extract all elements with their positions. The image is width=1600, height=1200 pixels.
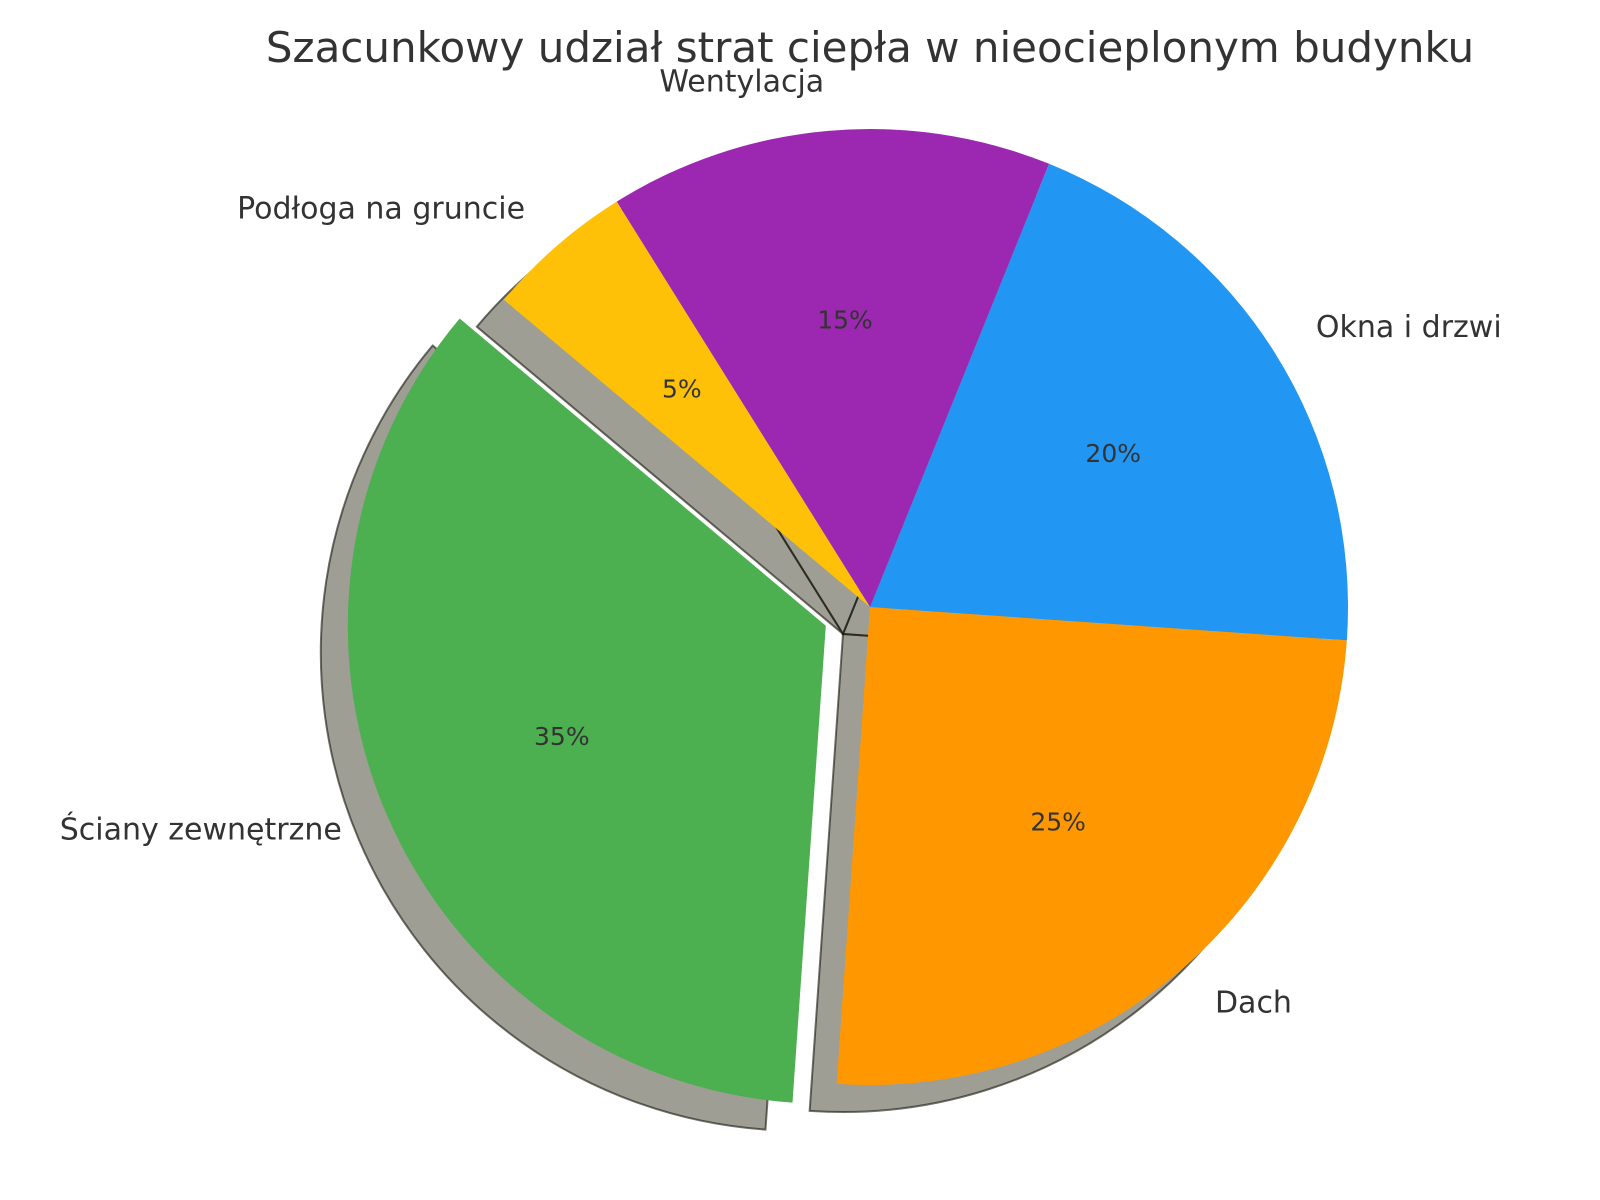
category-label-sciany-zewnetrzne: Ściany zewnętrzne — [60, 811, 342, 848]
category-label-dach: Dach — [1215, 985, 1292, 1020]
pct-label-dach: 25% — [1030, 807, 1086, 836]
category-label-wentylacja: Wentylacja — [659, 65, 824, 100]
category-label-okna-i-drzwi: Okna i drzwi — [1316, 310, 1502, 345]
pct-label-wentylacja: 15% — [817, 305, 873, 334]
slice-dach — [836, 607, 1347, 1085]
pct-label-podloga-na-gruncie: 5% — [662, 375, 702, 404]
slice-sciany-zewnetrzne — [347, 318, 826, 1103]
slice-okna-i-drzwi — [870, 163, 1348, 641]
slice-wentylacja — [616, 128, 1050, 607]
pct-label-sciany-zewnetrzne: 35% — [534, 722, 590, 751]
chart-title: Szacunkowy udział strat ciepła w nieocie… — [266, 23, 1474, 72]
pct-label-okna-i-drzwi: 20% — [1085, 439, 1141, 468]
category-label-podloga-na-gruncie: Podłoga na gruncie — [237, 192, 525, 227]
pie-labels: 35% Ściany zewnętrzne 25% Dach 20% Okna i drz… — [60, 65, 1502, 1021]
pie-wedges — [347, 128, 1348, 1103]
slice-podloga-na-gruncie — [503, 201, 870, 608]
